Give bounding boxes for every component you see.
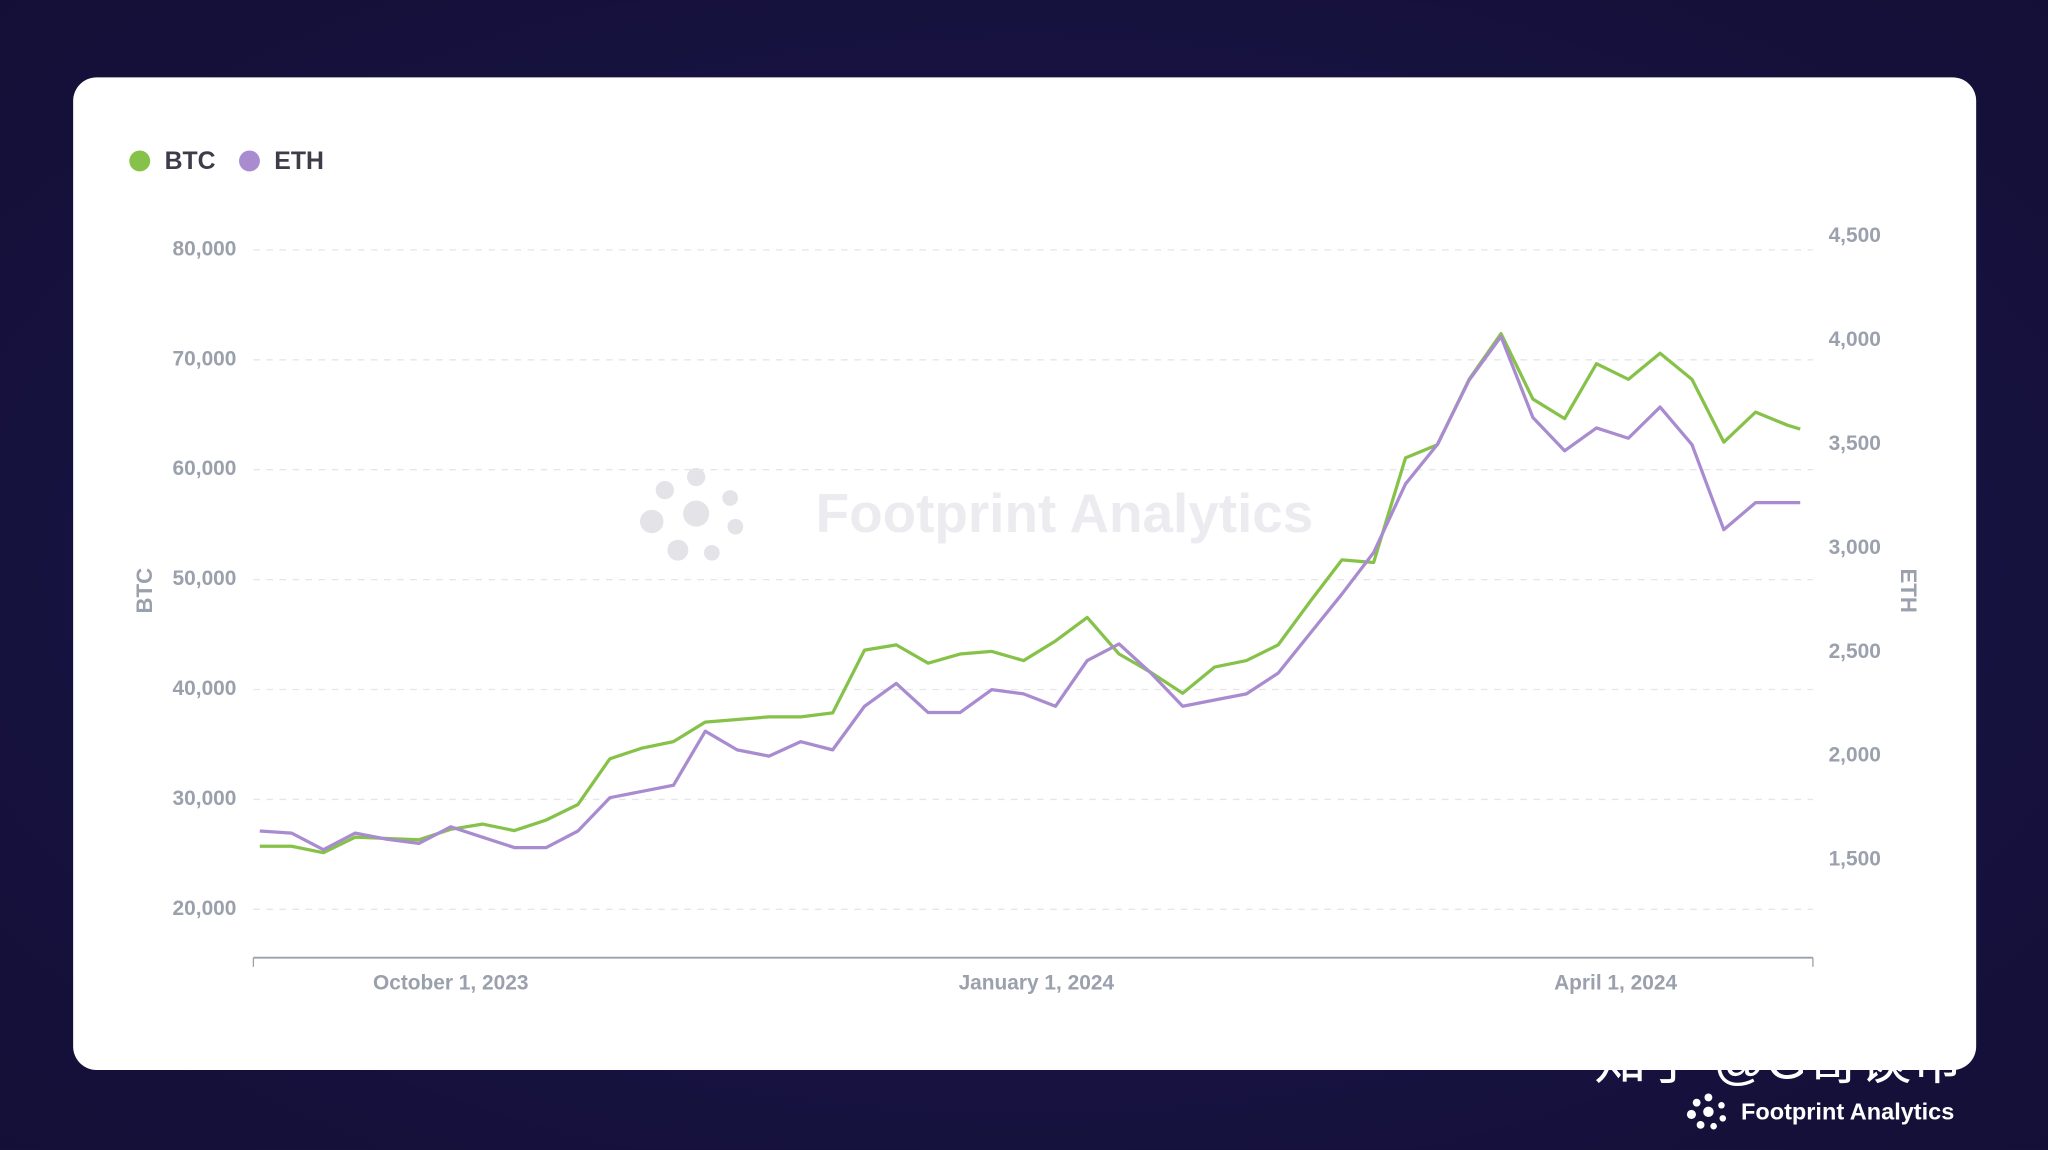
y-tick-label: 60,000 bbox=[173, 457, 237, 480]
y-tick-label: 50,000 bbox=[173, 567, 237, 590]
brand: Footprint Analytics bbox=[1741, 1098, 1954, 1124]
y-axis-title: BTC bbox=[132, 568, 157, 614]
y-tick-label: 20,000 bbox=[173, 897, 237, 920]
x-tick-label: April 1, 2024 bbox=[1554, 971, 1677, 994]
legend-marker bbox=[129, 150, 151, 172]
legend-label: BTC bbox=[165, 148, 216, 175]
series-line bbox=[259, 331, 1801, 855]
x-tick-label: October 1, 2023 bbox=[373, 971, 528, 994]
brand-logo bbox=[1686, 1093, 1727, 1130]
y2-tick-label: 3,000 bbox=[1829, 536, 1881, 559]
watermark: Footprint Analytics bbox=[816, 482, 1314, 544]
y2-tick-label: 4,000 bbox=[1829, 328, 1881, 351]
y2-tick-label: 2,000 bbox=[1829, 744, 1881, 767]
x-tick-label: January 1, 2024 bbox=[959, 971, 1115, 994]
y2-axis-title: ETH bbox=[1896, 568, 1921, 612]
y2-tick-label: 1,500 bbox=[1829, 848, 1881, 871]
y2-tick-label: 3,500 bbox=[1829, 432, 1881, 455]
y-tick-label: 70,000 bbox=[173, 347, 237, 370]
credit: 知乎 @G哥谈币 bbox=[1594, 1033, 1963, 1091]
legend-marker bbox=[239, 150, 260, 172]
series-line bbox=[259, 334, 1801, 852]
legend-label: ETH bbox=[274, 148, 324, 175]
y-tick-label: 40,000 bbox=[173, 677, 237, 700]
y2-tick-label: 2,500 bbox=[1829, 640, 1881, 663]
y2-tick-label: 4,500 bbox=[1829, 224, 1881, 247]
card bbox=[73, 77, 1977, 1071]
y-tick-label: 80,000 bbox=[173, 237, 237, 260]
watermark-logo bbox=[640, 467, 744, 561]
y-tick-label: 30,000 bbox=[173, 787, 237, 810]
